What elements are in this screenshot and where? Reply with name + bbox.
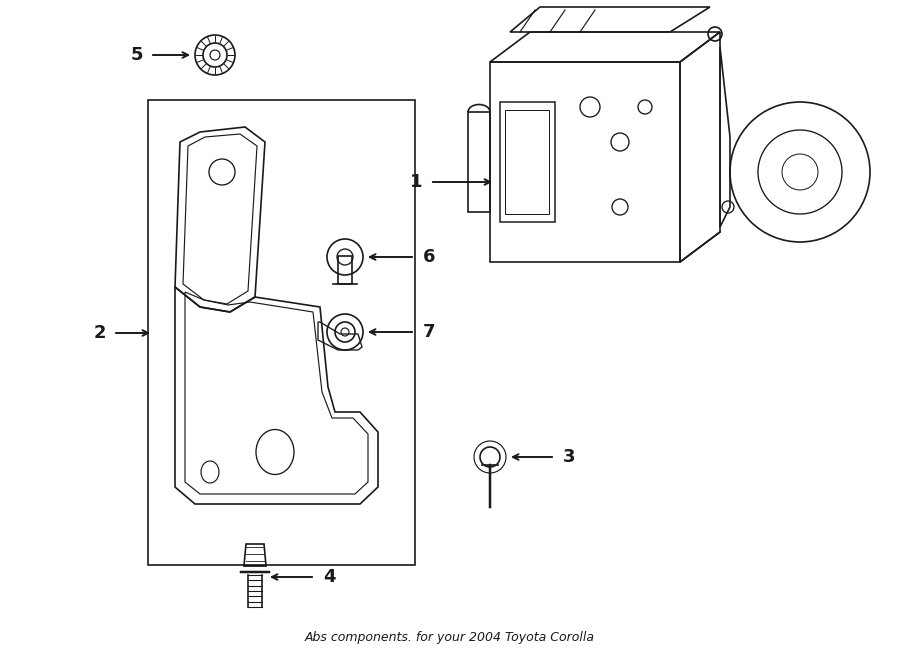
Bar <box>468 112 490 212</box>
Text: 3: 3 <box>563 448 575 466</box>
Bar <box>338 256 352 284</box>
Text: 2: 2 <box>94 324 106 342</box>
Bar <box>490 62 680 262</box>
Text: 5: 5 <box>130 46 143 64</box>
Bar <box>500 102 555 222</box>
Bar <box>148 100 415 565</box>
Text: 7: 7 <box>423 323 436 341</box>
Bar <box>505 110 549 214</box>
Text: 1: 1 <box>410 173 422 191</box>
Text: 4: 4 <box>323 568 336 586</box>
Text: 6: 6 <box>423 248 436 266</box>
Text: Abs components. for your 2004 Toyota Corolla: Abs components. for your 2004 Toyota Cor… <box>305 631 595 644</box>
